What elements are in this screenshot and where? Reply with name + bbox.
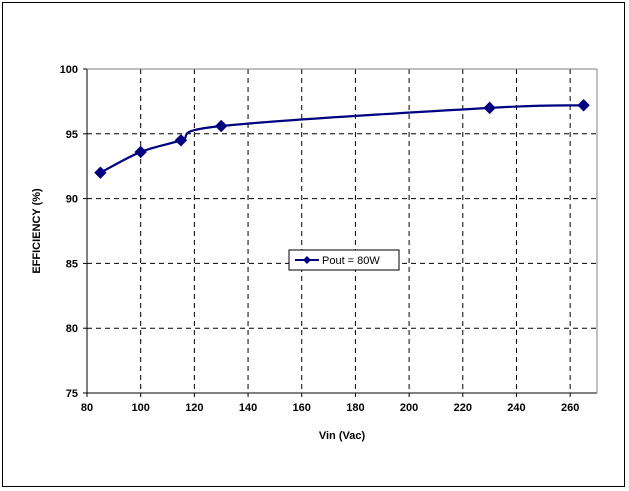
y-tick-label: 80 — [66, 323, 78, 335]
x-tick-label: 180 — [346, 402, 364, 414]
y-tick-labels: 75 80 85 90 95 100 — [60, 64, 78, 400]
x-tick-label: 220 — [454, 402, 472, 414]
x-tick-label: 140 — [239, 402, 257, 414]
data-point-marker — [134, 145, 147, 159]
x-axis-label: Vin (Vac) — [319, 430, 366, 442]
x-tick-label: 160 — [293, 402, 311, 414]
y-axis-label: EFFICIENCY (%) — [31, 188, 43, 274]
legend-label: Pout = 80W — [322, 255, 380, 267]
y-tick-label: 75 — [66, 388, 78, 400]
axes — [83, 68, 598, 397]
x-tick-label: 120 — [185, 402, 203, 414]
y-tick-label: 85 — [66, 258, 78, 270]
x-tick-label: 240 — [507, 402, 525, 414]
legend-box — [288, 249, 400, 271]
legend-marker — [303, 256, 311, 264]
data-point-marker — [174, 134, 188, 147]
grid-lines — [87, 69, 597, 393]
legend: Pout = 80W — [288, 249, 400, 271]
x-tick-label: 80 — [81, 402, 93, 414]
y-tick-label: 100 — [60, 64, 78, 76]
x-tick-label: 260 — [561, 402, 579, 414]
plot-area — [87, 69, 597, 393]
y-tick-label: 95 — [66, 129, 78, 141]
x-tick-labels: 80 100 120 140 160 180 200 220 240 260 — [81, 402, 579, 414]
series-group — [94, 99, 590, 179]
data-point-marker — [94, 166, 107, 179]
x-tick-label: 100 — [132, 402, 150, 414]
data-point-marker — [483, 101, 496, 115]
data-point-marker — [215, 119, 228, 133]
data-point-marker — [577, 99, 590, 112]
y-tick-label: 90 — [66, 194, 78, 206]
x-tick-label: 200 — [400, 402, 418, 414]
